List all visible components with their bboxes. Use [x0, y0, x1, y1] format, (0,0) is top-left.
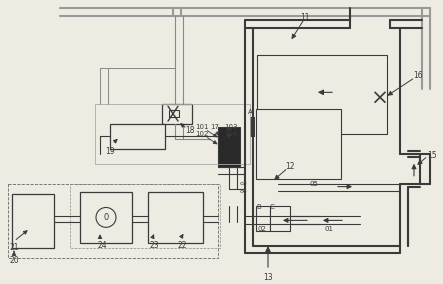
Text: 19: 19 [105, 147, 115, 156]
Text: A: A [248, 109, 253, 115]
Text: o3: o3 [240, 181, 248, 186]
Text: 12: 12 [285, 162, 295, 171]
Text: 13: 13 [263, 273, 273, 282]
Bar [218, 127, 240, 167]
Text: 21: 21 [9, 243, 19, 252]
Text: 22: 22 [178, 241, 187, 250]
Text: 0: 0 [103, 213, 109, 222]
Text: 01: 01 [325, 226, 334, 232]
Bar [12, 194, 54, 248]
Bar [256, 206, 270, 231]
Text: 05: 05 [310, 181, 319, 187]
Text: 101: 101 [195, 124, 209, 130]
Bar [70, 184, 220, 248]
Text: 103: 103 [224, 124, 237, 130]
Bar [95, 104, 250, 164]
Bar [257, 55, 387, 134]
Bar [270, 206, 290, 231]
Bar [110, 124, 165, 149]
Text: 24: 24 [98, 241, 108, 250]
Text: 11: 11 [300, 13, 310, 22]
Text: C: C [270, 204, 275, 210]
Bar [8, 184, 218, 258]
Text: 20: 20 [9, 256, 19, 265]
Text: o4: o4 [240, 189, 248, 194]
Text: 15: 15 [427, 151, 437, 160]
Bar [256, 109, 341, 179]
Bar [250, 117, 255, 137]
Bar [162, 104, 192, 124]
Text: 02: 02 [258, 226, 267, 232]
Text: B: B [256, 204, 261, 210]
Text: 18: 18 [185, 126, 194, 135]
Text: 17: 17 [210, 124, 219, 130]
Bar [148, 192, 203, 243]
Text: 16: 16 [413, 72, 423, 80]
Bar [169, 110, 179, 117]
Text: 102: 102 [195, 131, 208, 137]
Bar [80, 192, 132, 243]
Text: 23: 23 [150, 241, 159, 250]
Text: 104: 104 [224, 131, 237, 137]
